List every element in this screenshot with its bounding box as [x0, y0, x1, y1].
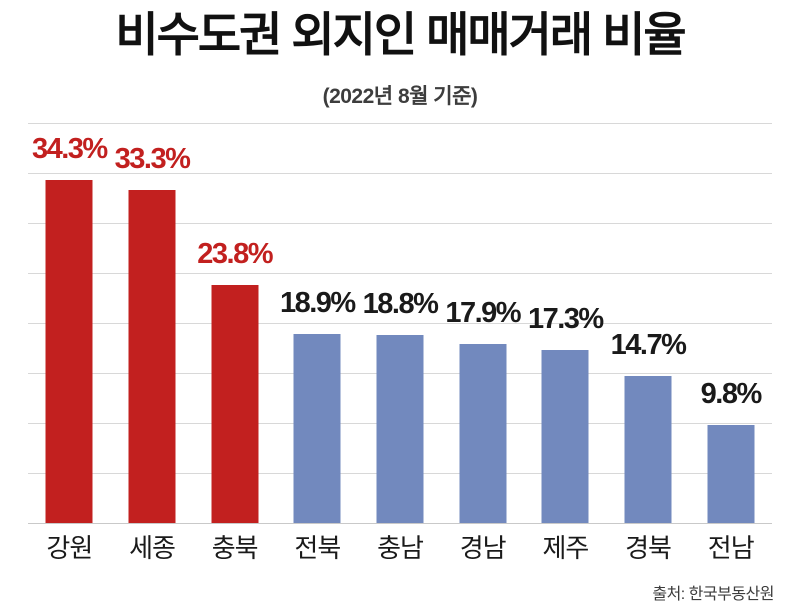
bar-value-label: 33.3% — [114, 143, 191, 175]
bar-slot: 17.9% — [441, 123, 524, 523]
gridline — [28, 123, 772, 124]
bar-slot: 23.8% — [193, 123, 276, 523]
bar-slot: 18.8% — [359, 123, 442, 523]
bar-slot: 17.3% — [524, 123, 607, 523]
bar-slot: 34.3% — [28, 123, 111, 523]
source-credit: 출처: 한국부동산원 — [652, 586, 774, 603]
bar — [376, 335, 424, 523]
x-axis-label: 제주 — [542, 533, 589, 563]
bar-value-label: 23.8% — [197, 238, 273, 270]
bar — [541, 350, 589, 523]
bar — [624, 376, 672, 523]
x-axis-baseline — [28, 523, 772, 524]
x-axis-label: 충남 — [377, 533, 424, 563]
x-axis-label: 경북 — [625, 533, 672, 563]
bar-slot: 14.7% — [607, 123, 690, 523]
bar-value-label: 17.3% — [527, 303, 604, 335]
bar — [45, 180, 93, 523]
bar-value-label: 18.8% — [362, 288, 439, 320]
gridline — [28, 323, 772, 324]
bar-value-label: 34.3% — [31, 133, 108, 165]
bar-slot: 33.3% — [111, 123, 194, 523]
bar-slot: 9.8% — [689, 123, 772, 523]
bar — [459, 344, 507, 523]
x-axis-label: 전남 — [707, 533, 755, 563]
bar-value-label: 9.8% — [700, 378, 763, 410]
x-axis-label: 세종 — [129, 533, 176, 563]
bar — [293, 334, 341, 523]
x-axis-label: 경남 — [459, 533, 507, 563]
x-axis-label: 강원 — [46, 533, 93, 563]
gridline — [28, 173, 772, 174]
x-axis-labels: 강원 세종 충북 전북 충남 경남 제주 경북 전남 — [28, 534, 772, 563]
bar-value-label: 14.7% — [610, 329, 687, 361]
chart-subtitle: (2022년 8월 기준) — [322, 85, 478, 108]
x-axis-label: 충북 — [211, 533, 259, 563]
bar-slot: 18.9% — [276, 123, 359, 523]
bar-value-label: 17.9% — [445, 297, 521, 329]
plot-area: 34.3% 33.3% 23.8% 18.9% 18.8% 17.9% 17.3% 14.7%… — [28, 123, 772, 524]
bar-value-label: 18.9% — [279, 287, 356, 319]
x-axis-label: 전북 — [294, 533, 341, 563]
bar — [211, 285, 259, 523]
gridline — [28, 223, 772, 224]
gridline — [28, 273, 772, 274]
chart-title: 비수도권 외지인 매매거래 비율 — [115, 8, 686, 61]
bar — [707, 425, 755, 523]
bars-container: 34.3% 33.3% 23.8% 18.9% 18.8% 17.9% 17.3% 14.7%… — [28, 123, 772, 523]
bar — [128, 190, 176, 523]
